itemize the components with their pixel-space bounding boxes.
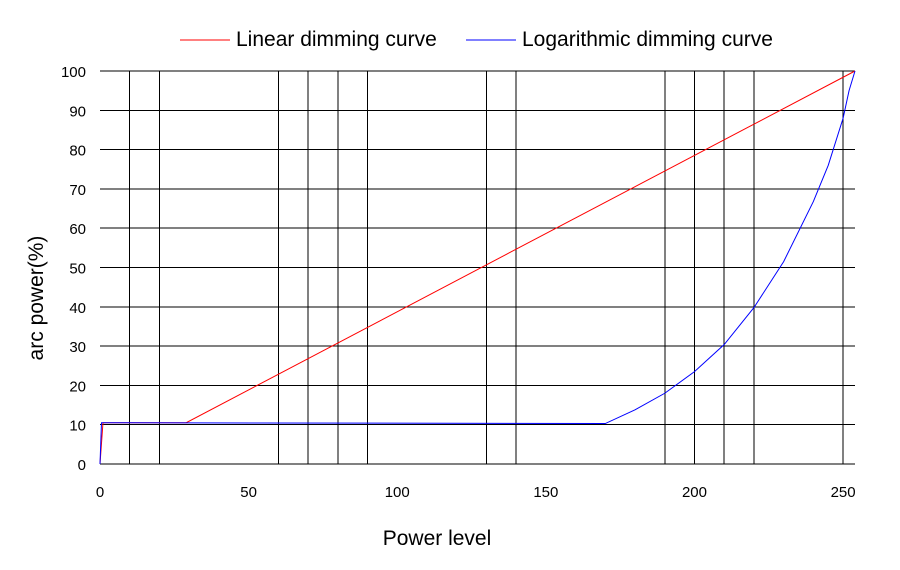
x-tick-250: 250 (831, 484, 856, 501)
x-tick-50: 50 (240, 484, 257, 501)
x-tick-100: 100 (385, 484, 410, 501)
y-tick-50: 50 (69, 261, 86, 278)
x-tick-labels: 0 50 100 150 200 250 (96, 484, 856, 501)
series-lines (99, 70, 856, 465)
series-line-logarithmic-dimming-curve (99, 70, 856, 465)
y-tick-70: 70 (69, 182, 86, 199)
y-axis-title: arc power(%) (25, 236, 48, 361)
y-tick-60: 60 (69, 221, 86, 238)
y-tick-labels: 0 10 20 30 40 50 60 70 80 90 100 (61, 64, 86, 474)
x-tick-150: 150 (533, 484, 558, 501)
legend-label-linear: Linear dimming curve (236, 28, 437, 51)
y-tick-10: 10 (69, 418, 86, 435)
x-tick-0: 0 (96, 484, 104, 501)
x-axis-title: Power level (383, 527, 492, 550)
y-tick-30: 30 (69, 339, 86, 356)
legend: Linear dimming curve Logarithmic dimming… (180, 28, 773, 51)
y-tick-20: 20 (69, 378, 86, 395)
y-tick-80: 80 (69, 143, 86, 160)
legend-label-logarithmic: Logarithmic dimming curve (522, 28, 773, 51)
y-tick-90: 90 (69, 103, 86, 120)
x-tick-200: 200 (682, 484, 707, 501)
gridlines (100, 70, 855, 465)
y-tick-100: 100 (61, 64, 86, 81)
y-tick-0: 0 (78, 457, 86, 474)
y-tick-40: 40 (69, 300, 86, 317)
